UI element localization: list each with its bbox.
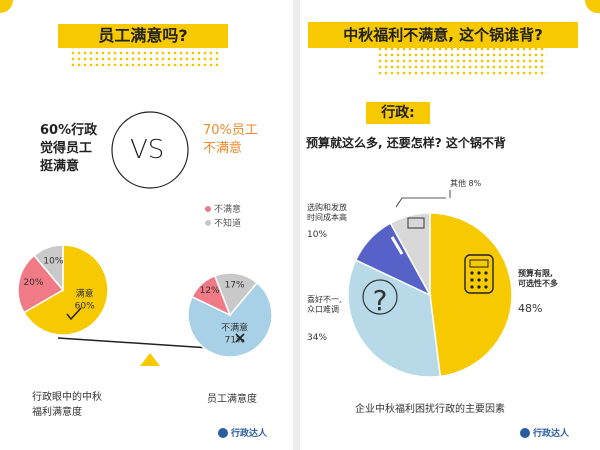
slice-value: 34% — [307, 333, 327, 343]
question-icon: ? — [373, 284, 388, 317]
panel-divider — [293, 0, 300, 450]
legend-swatch — [205, 219, 211, 226]
seesaw-fulcrum — [140, 353, 160, 366]
admin-quote: 预算就这么多, 还要怎样? 这个锅不背 — [306, 136, 506, 150]
cross-icon — [235, 333, 245, 343]
calculator-key — [470, 278, 474, 282]
logo-text: 行政达人 — [231, 429, 268, 439]
pie-slice — [187, 281, 273, 358]
slice-value: 10% — [307, 230, 327, 240]
right-chart: 预算有限,可选性不多 48% 喜好不一,众口难调 34% 选购和发放时间成本高 10% 其他… — [307, 178, 558, 378]
legend-label: 不知道 — [214, 219, 242, 229]
calculator-screen — [469, 259, 489, 268]
calculator-key — [484, 278, 488, 282]
vs-circle — [111, 111, 189, 189]
calculator-key — [477, 271, 481, 275]
slice-label: 其他 8% — [450, 178, 482, 188]
logo: 行政达人 — [520, 426, 569, 439]
legend-label: 不满意 — [214, 205, 242, 215]
caption-employee: 员工满意度 — [207, 394, 257, 405]
logo: 行政达人 — [218, 426, 267, 439]
slice-label: 喜好不一,众口难调 — [307, 294, 342, 314]
legend-item-unknown: 不知道 — [205, 216, 241, 229]
admin-claim: 60%行政 觉得员工 挺满意 — [40, 123, 98, 174]
vs-label: VS — [130, 135, 165, 165]
calculator-icon — [464, 254, 494, 294]
legend-swatch — [205, 205, 211, 212]
dot-pattern — [377, 46, 547, 76]
slice-label: 不满意 71% — [221, 322, 248, 346]
legend-item-unsatisfied: 不满意 — [205, 202, 241, 215]
pie-slice — [23, 244, 109, 336]
logo-icon — [218, 427, 228, 438]
logo-text: 行政达人 — [533, 429, 570, 439]
slice-label: 10% — [43, 257, 63, 267]
right-title: 中秋福利不满意, 这个锅谁背? — [308, 22, 578, 48]
slice-value: 48% — [518, 302, 542, 315]
calculator-key — [484, 285, 488, 289]
slice-label: 17% — [225, 280, 245, 290]
calculator-key — [477, 285, 481, 289]
spoon-icon — [390, 236, 404, 255]
admin-tag: 行政: — [366, 102, 430, 124]
right-panel: 中秋福利不满意, 这个锅谁背? 行政: 预算就这么多, 还要怎样? 这个锅不背 … — [300, 0, 600, 450]
slice-label: 满意 60% — [75, 288, 95, 312]
pie-slice — [17, 254, 65, 314]
slice-label: 20% — [23, 278, 43, 288]
box-icon — [407, 217, 425, 229]
slice-label: 预算有限,可选性不多 — [518, 268, 558, 288]
pie-slice — [33, 244, 64, 293]
pie-slice — [389, 212, 431, 296]
calculator-key — [477, 278, 481, 282]
calculator-key — [470, 271, 474, 275]
logo-icon — [520, 427, 530, 438]
calculator-key — [470, 285, 474, 289]
slice-label: 选购和发放时间成本高 — [307, 202, 347, 222]
caption-admin: 行政眼中的中秋 福利满意度 — [32, 392, 102, 418]
left-title: 员工满意吗? — [58, 24, 228, 48]
leader-line — [395, 197, 446, 208]
corner-decoration — [585, 0, 600, 13]
pie-slice — [213, 272, 259, 317]
pie-slice — [429, 212, 513, 378]
question-circle — [362, 279, 398, 315]
left-panel: 员工满意吗? 60%行政 觉得员工 挺满意 VS 70%员工 不满意 不满意 不… — [0, 0, 293, 450]
right-caption: 企业中秋福利困扰行政的主要因素 — [355, 404, 505, 415]
left-charts: 满意 60% 20% 10% 不满意 71% 12% 17% — [17, 244, 273, 366]
check-icon — [66, 307, 82, 321]
left-vs-graphic — [111, 111, 189, 189]
slice-label: 12% — [200, 286, 220, 296]
calculator-key — [484, 271, 488, 275]
employee-claim: 70%员工 不满意 — [203, 123, 258, 156]
